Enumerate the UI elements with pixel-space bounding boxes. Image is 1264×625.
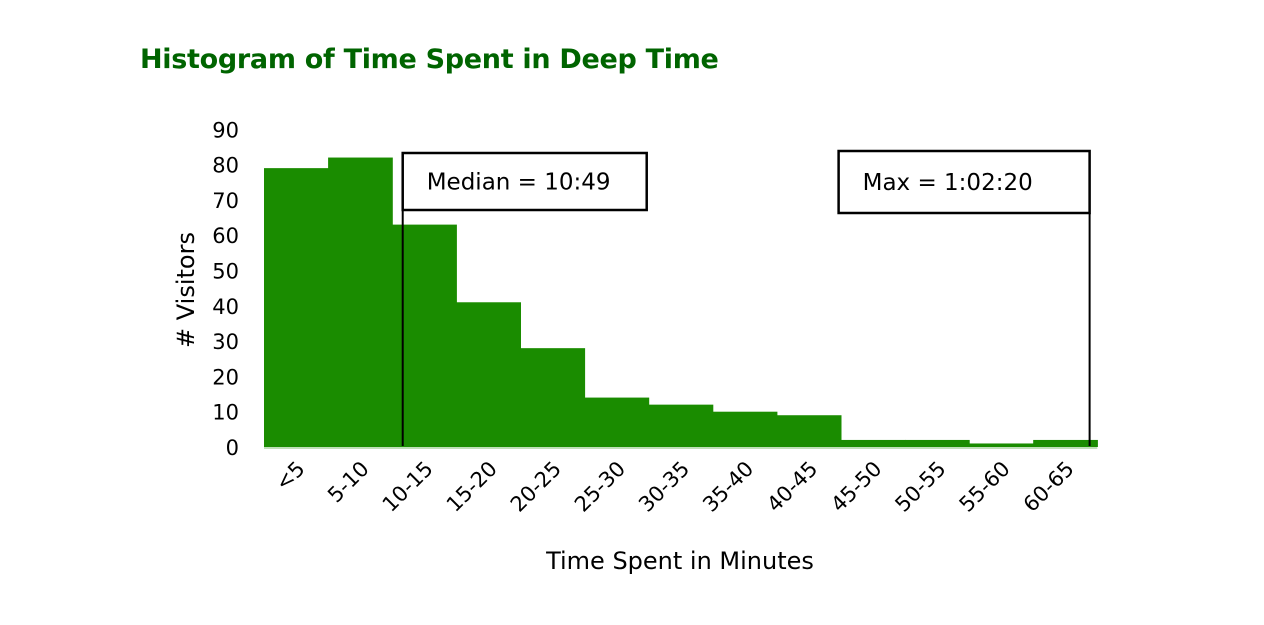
y-tick-label: 40: [212, 295, 239, 319]
x-tick-label: 55-60: [955, 457, 1015, 517]
bar-5: [584, 397, 650, 447]
y-tick-label: 30: [212, 330, 239, 354]
x-tick-label: 30-35: [634, 457, 694, 517]
annotation-label: Median = 10:49: [427, 170, 611, 196]
x-ticks-group: <5 5-10 10-15 15-20 20-25 25-30 30-35 35-40 40-4…: [271, 457, 1079, 517]
y-tick-label: 50: [212, 260, 239, 284]
chart-title: Histogram of Time Spent in Deep Time: [140, 44, 719, 75]
bar-10: [905, 439, 970, 447]
x-tick-label: 5-10: [323, 457, 374, 508]
y-axis-label: # Visitors: [172, 232, 200, 348]
y-tick-label: 20: [212, 365, 239, 389]
x-tick-label: 40-45: [762, 457, 822, 517]
x-tick-label: 25-30: [570, 457, 630, 517]
bar-11: [969, 443, 1034, 447]
y-tick-label: 0: [226, 436, 239, 460]
bars-group: [264, 157, 1098, 449]
y-tick-label: 60: [212, 224, 239, 248]
bar-9: [840, 439, 906, 447]
x-tick-label: 60-65: [1019, 457, 1079, 517]
bar-3: [456, 302, 521, 447]
bar-6: [648, 404, 714, 447]
bar-12: [1033, 439, 1098, 447]
bar-0: [264, 168, 329, 447]
y-ticks-group: 0 10 20 30 40 50 60 70 80 90: [212, 118, 239, 460]
x-tick-label: <5: [271, 457, 310, 496]
y-tick-label: 70: [212, 189, 239, 213]
x-tick-label: 15-20: [442, 457, 502, 517]
annotation-box: [401, 151, 648, 212]
annotation-label: Max = 1:02:20: [863, 170, 1033, 196]
annotation-box: [837, 149, 1091, 215]
y-tick-label: 90: [212, 118, 239, 142]
x-tick-label: 10-15: [378, 457, 438, 517]
annotations-group: Median = 10:49 Max = 1:02:20: [401, 149, 1091, 446]
x-tick-label: 50-55: [890, 457, 950, 517]
y-tick-label: 10: [212, 401, 239, 425]
y-tick-label: 80: [212, 154, 239, 178]
bar-7: [712, 411, 778, 447]
x-axis-label: Time Spent in Minutes: [545, 547, 814, 575]
x-tick-label: 20-25: [506, 457, 566, 517]
bar-8: [776, 415, 842, 447]
bar-4: [520, 348, 586, 447]
x-tick-label: 35-40: [698, 457, 758, 517]
x-tick-label: 45-50: [826, 457, 886, 517]
bar-1: [328, 157, 393, 448]
